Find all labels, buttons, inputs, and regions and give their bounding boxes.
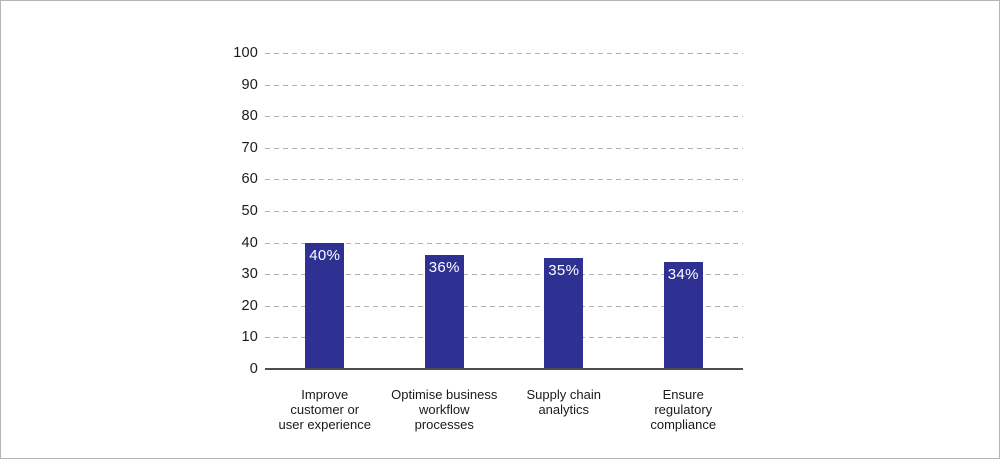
- bar-value-label: 40%: [309, 246, 341, 264]
- y-tick-label-10: 10: [241, 329, 258, 346]
- bar-3: 35%: [544, 258, 584, 369]
- category-label-4: Ensure regulatory compliance: [608, 387, 758, 432]
- y-tick-label-0: 0: [249, 360, 258, 377]
- category-label-3: Supply chain analytics: [489, 387, 639, 417]
- category-label-line: Improve: [301, 387, 349, 402]
- bar-value-label: 35%: [548, 262, 580, 280]
- gridline-10: [265, 337, 743, 339]
- y-tick-label-40: 40: [241, 234, 258, 251]
- y-tick-label-70: 70: [241, 139, 258, 156]
- y-tick-label-80: 80: [241, 107, 258, 124]
- category-label-line: workflow: [418, 402, 470, 417]
- y-tick-label-20: 20: [241, 297, 258, 314]
- category-label-line: processes: [414, 417, 474, 432]
- bar-value-label: 36%: [428, 259, 460, 277]
- gridline-100: [265, 53, 743, 54]
- bar-value-label: 34%: [667, 265, 699, 283]
- gridline-90: [265, 84, 743, 86]
- category-label-2: Optimise business workflow processes: [369, 387, 519, 432]
- category-label-line: compliance: [650, 417, 717, 432]
- gridline-20: [265, 305, 743, 307]
- y-tick-label-90: 90: [241, 76, 258, 93]
- gridline-80: [265, 116, 743, 118]
- bar-1: 40%: [305, 242, 345, 369]
- plot-area: 100 90 80 70 60 50 40 30 20 10 0 40% 36% 35% 34% Impr…: [233, 46, 743, 432]
- category-label-1: Improve customer or user experience: [250, 387, 400, 432]
- category-label-line: user experience: [278, 417, 372, 432]
- category-label-line: Supply chain: [526, 387, 601, 402]
- category-label-line: Optimise business: [391, 387, 498, 402]
- gridline-40: [265, 242, 743, 244]
- gridline-50: [265, 211, 743, 212]
- x-axis-line: [265, 368, 743, 370]
- category-label-line: customer or: [290, 402, 360, 417]
- y-tick-label-30: 30: [241, 265, 258, 282]
- category-label-line: Ensure: [662, 387, 704, 402]
- category-label-line: analytics: [538, 402, 590, 417]
- bar-2: 36%: [424, 255, 464, 369]
- gridline-60: [265, 179, 743, 181]
- bar-4: 34%: [663, 261, 703, 369]
- y-tick-label-100: 100: [233, 44, 258, 61]
- category-label-line: regulatory: [654, 402, 713, 417]
- y-tick-label-50: 50: [241, 202, 258, 219]
- gridline-30: [265, 274, 743, 276]
- gridline-70: [265, 147, 743, 149]
- y-tick-label-60: 60: [241, 171, 258, 188]
